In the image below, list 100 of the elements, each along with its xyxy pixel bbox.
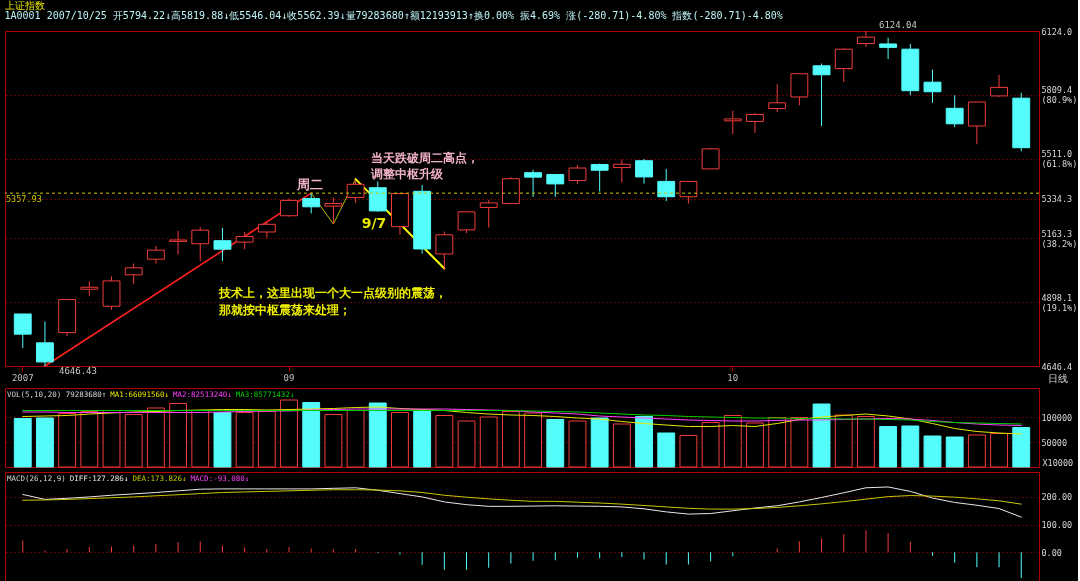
- y-tick-label: 200.00: [1041, 492, 1073, 503]
- candlestick: [169, 230, 187, 255]
- bar: [257, 411, 276, 468]
- y-tick-label: 5511.0 (61.8%): [1041, 149, 1078, 170]
- bar: [879, 426, 898, 468]
- candlestick: [302, 192, 321, 214]
- chart-subtitle: 1A0001 2007/10/25 开5794.22↓高5819.88↓低5546.04↓收5562.39↓量79283680↑额12193913↑换0.00% 振4.69% 涨(-280.71)-4.80% 指数(-280.71)-4.80%: [4, 10, 783, 21]
- text: 6124.04: [879, 20, 917, 30]
- x-axis-title: 日线: [1047, 372, 1068, 384]
- y-tick-label: 100.00: [1041, 520, 1073, 531]
- annotation: 调整中枢升级: [370, 167, 444, 181]
- x-tick-label: 09: [283, 372, 295, 383]
- bar: [834, 414, 853, 468]
- bar: [413, 410, 432, 468]
- annotation: 当天跌破周二高点，: [371, 151, 479, 165]
- bar: [368, 402, 387, 468]
- bar: [191, 410, 210, 468]
- bar: [701, 422, 720, 468]
- candlestick: [923, 69, 942, 104]
- candlestick: [435, 231, 454, 271]
- annotation: 那就按中枢震荡来处理；: [218, 303, 351, 317]
- bar: [857, 416, 875, 468]
- bar: [302, 402, 321, 468]
- candlestick: [324, 196, 343, 225]
- bar: [990, 433, 1008, 468]
- bar: [80, 411, 99, 468]
- bar: [391, 412, 409, 468]
- bar: [13, 418, 32, 468]
- y-tick-label: 6124.0: [1041, 26, 1073, 37]
- bar: [457, 420, 476, 468]
- bar: [657, 432, 676, 468]
- y-tick-label: 0.00: [1041, 547, 1062, 558]
- bar: [590, 417, 609, 468]
- y-tick-label: 4646.4: [1041, 361, 1073, 372]
- bar: [923, 435, 942, 468]
- candlestick: [612, 159, 631, 183]
- candlestick: [546, 173, 565, 198]
- bar: [213, 412, 232, 468]
- bar: [635, 416, 653, 468]
- candlestick: [13, 313, 32, 349]
- bar: [1012, 427, 1031, 468]
- candlestick: [213, 227, 232, 262]
- chart-title: 上证指数: [4, 0, 45, 11]
- candlestick: [346, 180, 365, 204]
- bar: [435, 415, 454, 468]
- candlestick: [635, 158, 653, 185]
- bar: [346, 410, 365, 468]
- candlestick: [790, 72, 809, 106]
- candlestick: [945, 94, 964, 128]
- candlestick: [746, 112, 764, 134]
- candlestick: [812, 63, 831, 127]
- bar: [679, 435, 698, 468]
- candlestick: [879, 37, 898, 60]
- bar: [790, 417, 809, 468]
- candlestick: [36, 321, 54, 367]
- x-tick-label: 10: [727, 372, 739, 383]
- bar: [967, 434, 986, 468]
- bar: [501, 411, 520, 468]
- annotation: 技术上，这里出现一个大一点级别的震荡，: [218, 286, 447, 300]
- annotation: 周二: [296, 177, 323, 192]
- candlestick: [368, 180, 387, 213]
- x-tick-label: 2007: [11, 372, 34, 383]
- bar: [324, 414, 343, 468]
- candlestick: [479, 199, 498, 229]
- y-tick-label: 5163.3 (38.2%): [1041, 228, 1078, 249]
- candlestick: [590, 163, 609, 193]
- bar: [235, 412, 254, 468]
- bar: [169, 403, 187, 468]
- bar: [102, 410, 121, 468]
- bar: [746, 422, 764, 468]
- y-tick-label: 5809.4 (80.9%): [1041, 85, 1078, 106]
- y-tick-label: 50000: [1041, 437, 1068, 448]
- bar: [945, 436, 964, 468]
- bar: [146, 407, 165, 468]
- candlestick: [857, 30, 875, 48]
- annotation: 9/7: [361, 215, 387, 231]
- bar: [524, 412, 543, 468]
- candlestick: [967, 101, 986, 145]
- line-series: [22, 489, 1022, 510]
- bar: [36, 417, 54, 468]
- candlestick: [723, 110, 742, 135]
- bar: [723, 415, 742, 468]
- bar: [124, 414, 143, 468]
- candlestick: [990, 74, 1008, 98]
- y-tick-label: 4898.1 (19.1%): [1041, 292, 1078, 313]
- candlestick: [280, 198, 298, 218]
- bar: [479, 416, 498, 468]
- candlestick: [657, 168, 676, 202]
- candlestick: [124, 263, 143, 285]
- annotation: 4646.43: [59, 366, 97, 376]
- y-axis-title: X10000: [1042, 457, 1074, 468]
- candlestick: [191, 226, 210, 262]
- candlestick: [524, 169, 543, 198]
- bar: [812, 403, 831, 468]
- bar: [58, 413, 77, 468]
- candlestick: [768, 83, 787, 113]
- bar: [768, 417, 787, 468]
- candlestick: [834, 47, 853, 83]
- bar: [546, 419, 565, 468]
- bar: [280, 399, 298, 468]
